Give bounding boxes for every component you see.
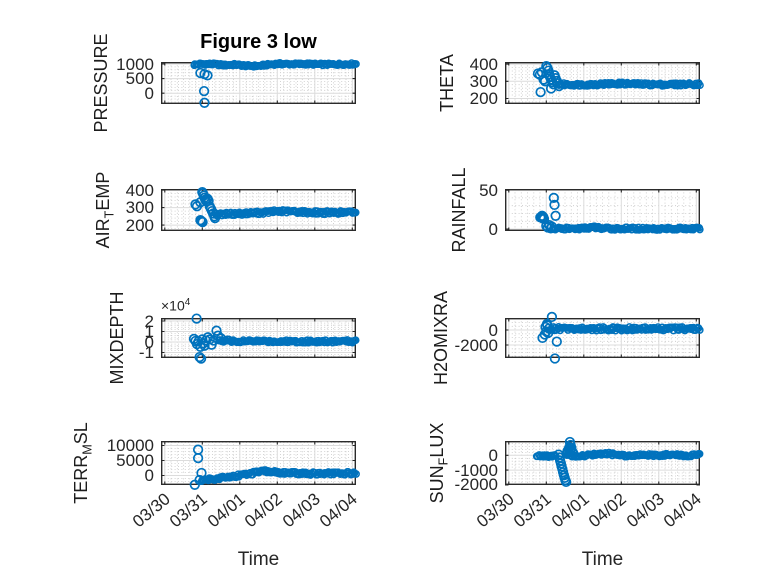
y-tick-label: 400 [469, 54, 498, 74]
y-tick-label: 0 [144, 332, 154, 352]
y-tick-label: 5000 [116, 450, 154, 470]
subplot-mixdepth: -1 0 1 2 ×104 MIXDEPTH [107, 292, 360, 385]
plot-area-air_temp [160, 186, 360, 231]
subplot-terr-msl: 0 5000 10000 TERRMSL 03/30 03/31 04/01 04/02 04/… [71, 422, 361, 531]
y-tick-label: 0 [488, 320, 498, 340]
plot-area-rainfall [504, 188, 704, 234]
y-tick-label: -1 [138, 343, 154, 363]
y-tick-label: 0 [488, 219, 498, 239]
x-axis-label-left: Time [237, 549, 280, 570]
plot-area-theta [504, 60, 704, 104]
plot-area-terr_msl [160, 440, 360, 490]
y-tick-label: 1 [144, 322, 154, 342]
y-axis-label: SUNFLUX [427, 422, 451, 504]
subplot-h2omixra: -2000 0 H2OMIXRA [431, 291, 704, 385]
plot-area-sun_flux [504, 436, 704, 488]
plot-area-mixdepth [160, 313, 360, 364]
y-tick-label: 200 [469, 88, 498, 108]
y-tick-label: 300 [125, 198, 154, 218]
subplot-theta: 200 300 400 THETA [437, 54, 704, 112]
y-tick-label: -1000 [454, 460, 498, 480]
subplot-air-temp: 200 300 400 AIRTEMP [93, 172, 360, 248]
plot-area-pressure [160, 59, 360, 108]
y-tick-label: -2000 [454, 335, 498, 355]
y-tick-label: 200 [125, 215, 154, 235]
y-tick-label: 0 [144, 83, 154, 103]
subplot-sun-flux: -2000 -1000 0 SUNFLUX 03/30 03/31 04/01 04/02 04… [427, 423, 705, 532]
y-tick-label: 10000 [106, 436, 154, 455]
y-tick-label: 0 [488, 445, 498, 465]
y-tick-label: 500 [125, 69, 154, 89]
y-tick-label: 1000 [116, 54, 154, 74]
subplot-rainfall: 0 50 RAINFALL [449, 167, 704, 253]
y-tick-label: 300 [469, 71, 498, 91]
x-axis-label-right: Time [581, 549, 624, 570]
subplot-pressure: 0 500 1000 PRESSURE [91, 33, 360, 133]
y-tick-label: 50 [479, 180, 498, 200]
axis-exponent-label: ×104 [161, 297, 191, 314]
y-axis-label: TERRMSL [71, 422, 95, 504]
y-axis-label: MIXDEPTH [107, 291, 127, 385]
y-tick-label: 2 [144, 311, 154, 331]
y-tick-label: 0 [144, 465, 154, 485]
y-tick-label: 400 [125, 180, 154, 200]
figure-title: Figure 3 low [200, 31, 317, 53]
plot-area-h2omixra [504, 311, 704, 364]
y-tick-label: -2000 [454, 475, 498, 495]
